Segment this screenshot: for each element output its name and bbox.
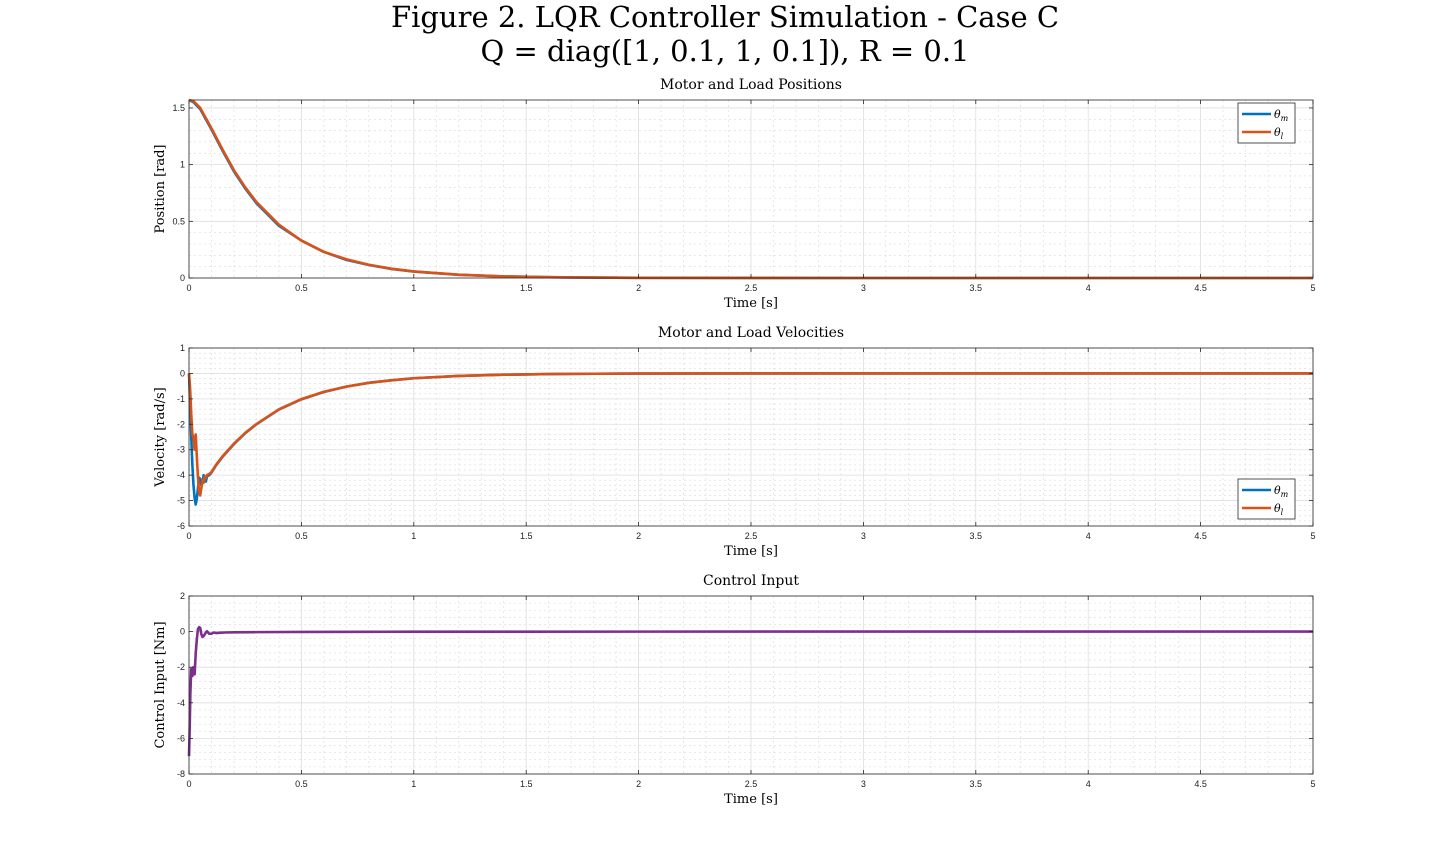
series-line-1 [187,625,1313,757]
y-axis-label: Control Input [Nm] [153,621,168,748]
x-axis-label: Time [s] [724,296,778,311]
legend-label: θl [1274,502,1284,517]
x-tick-label: 0 [186,531,191,541]
x-tick-label: 3 [861,779,866,789]
axes-title: Motor and Load Velocities [658,325,844,341]
legend: θm θl [1237,478,1296,520]
y-tick-label: -3 [177,445,185,455]
x-tick-label: 3 [861,283,866,293]
y-tick-label: -8 [177,769,185,779]
y-tick-label: -1 [177,394,185,404]
x-tick-label: 4.5 [1194,531,1207,541]
x-tick-label: 0 [186,779,191,789]
x-tick-label: 2.5 [745,531,758,541]
x-tick-label: 5 [1310,779,1315,789]
y-tick-label: 0 [180,627,185,637]
y-tick-label: -2 [177,662,185,672]
y-tick-label: 1.5 [172,103,185,113]
x-tick-label: 3 [861,531,866,541]
x-tick-label: 4 [1086,779,1091,789]
x-tick-label: 3.5 [970,283,983,293]
y-tick-label: 0 [180,273,185,283]
x-tick-label: 2.5 [745,283,758,293]
series-line-2 [187,372,1313,497]
x-axis-label: Time [s] [724,792,778,807]
y-tick-label: 1 [180,343,185,353]
y-tick-label: -5 [177,496,185,506]
legend-label: θm [1274,108,1289,123]
legend-box [1237,102,1296,144]
y-tick-label: 1 [180,160,185,170]
legend-label: θl [1274,126,1284,141]
x-tick-label: 4 [1086,283,1091,293]
x-tick-label: 3.5 [970,531,983,541]
axes-1: 0 0.5 1 1.5 2 2.5 3 3.5 4 4.5 5 0 0.5 1 1.5 Motor and L… [153,77,1316,311]
y-axis-label: Velocity [rad/s] [153,387,168,488]
y-tick-label: -2 [177,419,185,429]
x-tick-label: 1 [411,779,416,789]
x-tick-label: 1.5 [520,531,533,541]
x-tick-label: 2 [636,779,641,789]
figure-title-line-2: Q = diag([1, 0.1, 1, 0.1]), R = 0.1 [480,34,969,68]
y-tick-label: -4 [177,698,185,708]
x-tick-label: 4.5 [1194,283,1207,293]
x-tick-label: 4.5 [1194,779,1207,789]
x-tick-label: 3.5 [970,779,983,789]
x-tick-label: 4 [1086,531,1091,541]
x-tick-label: 1.5 [520,779,533,789]
y-tick-label: 0 [180,368,185,378]
x-tick-label: 0 [186,283,191,293]
legend-label: θm [1274,484,1289,499]
x-tick-label: 5 [1310,531,1315,541]
x-tick-label: 2 [636,531,641,541]
legend-box [1237,478,1296,520]
legend: θm θl [1237,102,1296,144]
y-tick-label: 2 [180,591,185,601]
x-tick-label: 0.5 [295,283,308,293]
x-tick-label: 0.5 [295,779,308,789]
y-axis-label: Position [rad] [153,144,168,233]
axes-title: Control Input [703,573,799,589]
y-tick-label: -4 [177,470,185,480]
x-tick-label: 1 [411,283,416,293]
x-tick-label: 2 [636,283,641,293]
figure-title-line-1: Figure 2. LQR Controller Simulation - Ca… [391,0,1059,34]
axes-2: 0 0.5 1 1.5 2 2.5 3 3.5 4 4.5 5 -6 -5 -4 -3 -2 -1 0 1 Motor… [153,325,1316,559]
x-axis-label: Time [s] [724,544,778,559]
axes-container: 0 0.5 1 1.5 2 2.5 3 3.5 4 4.5 5 0 0.5 1 1.5 Motor and L… [153,77,1316,807]
x-tick-label: 0.5 [295,531,308,541]
x-tick-label: 1.5 [520,283,533,293]
x-tick-label: 2.5 [745,779,758,789]
y-tick-label: -6 [177,733,185,743]
axes-title: Motor and Load Positions [660,77,842,93]
x-tick-label: 5 [1310,283,1315,293]
y-tick-label: 0.5 [172,216,185,226]
axes-3: 0 0.5 1 1.5 2 2.5 3 3.5 4 4.5 5 -8 -6 -4 -2 0 2 Control I… [153,573,1316,807]
y-tick-label: -6 [177,521,185,531]
x-tick-label: 1 [411,531,416,541]
